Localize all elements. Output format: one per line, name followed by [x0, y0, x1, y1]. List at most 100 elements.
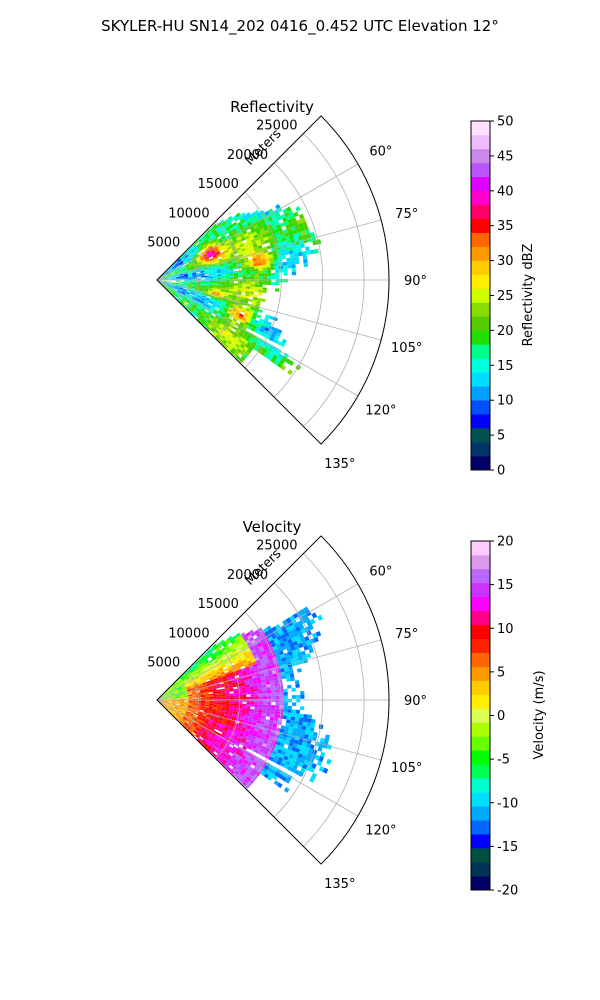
colorbar-segment — [471, 400, 490, 415]
colorbar-tick-label: 5 — [497, 429, 505, 444]
colorbar-tick-label: -10 — [497, 796, 518, 811]
figure-title: SKYLER-HU SN14_202 0416_0.452 UTC Elevat… — [101, 17, 499, 36]
colorbar-segment — [471, 288, 490, 303]
colorbar-tick-label: 35 — [497, 219, 514, 234]
colorbar-tick-label: -15 — [497, 840, 518, 855]
colorbar-segment — [471, 274, 490, 289]
velocity-colorbar-label: Velocity (m/s) — [532, 670, 547, 759]
colorbar-segment — [471, 372, 490, 387]
radial-tick-label: 20000 — [227, 148, 268, 163]
colorbar-segment — [471, 134, 490, 150]
colorbar-segment — [471, 848, 490, 863]
colorbar-segment — [471, 596, 490, 612]
colorbar-segment — [471, 330, 490, 345]
radial-tick-label: 15000 — [198, 177, 239, 192]
colorbar-segment — [471, 792, 490, 807]
colorbar-segment — [471, 121, 490, 136]
colorbar-segment — [471, 568, 490, 584]
radial-tick-label: 25000 — [256, 119, 297, 134]
colorbar-segment — [471, 638, 490, 653]
colorbar-segment — [471, 414, 490, 429]
colorbar-tick-label: 15 — [497, 359, 514, 374]
colorbar-segment — [471, 428, 490, 443]
colorbar-segment — [471, 246, 490, 261]
colorbar-segment — [471, 876, 490, 891]
azimuth-tick-label: 135° — [324, 877, 355, 892]
colorbar-tick-label: 30 — [497, 254, 514, 269]
colorbar-segment — [471, 862, 490, 877]
colorbar-segment — [471, 204, 490, 220]
colorbar-segment — [471, 764, 490, 779]
radial-tick-label: 5000 — [147, 236, 180, 251]
reflectivity-title: Reflectivity — [230, 98, 314, 116]
velocity-title: Velocity — [243, 518, 302, 536]
colorbar-segment — [471, 176, 490, 192]
colorbar-segment — [471, 778, 490, 793]
colorbar-segment — [471, 708, 490, 723]
azimuth-tick-label: 135° — [324, 457, 355, 472]
colorbar-segment — [471, 344, 490, 359]
colorbar-tick-label: 0 — [497, 464, 505, 479]
radial-tick-label: 15000 — [198, 597, 239, 612]
colorbar-tick-label: 45 — [497, 149, 514, 164]
colorbar-tick-label: 5 — [497, 665, 505, 680]
colorbar-tick-label: -20 — [497, 884, 518, 899]
reflectivity-field — [158, 204, 322, 376]
azimuth-tick-label: 105° — [391, 761, 422, 776]
colorbar-tick-label: 20 — [497, 324, 514, 339]
polar-grid — [156, 553, 389, 847]
radial-tick-label: 10000 — [168, 206, 209, 221]
colorbar-segment — [471, 148, 490, 164]
colorbar-segment — [471, 541, 490, 556]
colorbar-segment — [471, 218, 490, 233]
azimuth-tick-label: 120° — [365, 403, 396, 418]
colorbar-tick-label: 10 — [497, 394, 514, 409]
polar-grid — [156, 133, 389, 427]
azimuth-tick-label: 90° — [404, 274, 427, 289]
colorbar-segment — [471, 190, 490, 206]
radial-tick-label: 5000 — [147, 656, 180, 671]
colorbar-segment — [471, 820, 490, 835]
colorbar-segment — [471, 624, 490, 640]
colorbar-tick-label: 0 — [497, 709, 505, 724]
colorbar-segment — [471, 652, 490, 667]
colorbar-tick-label: 40 — [497, 184, 514, 199]
azimuth-tick-label: 105° — [391, 341, 422, 356]
colorbar-segment — [471, 750, 490, 765]
colorbar-tick-label: 20 — [497, 535, 514, 550]
reflectivity-panel: Reflectivity 500010000150002000025000Met… — [147, 98, 536, 479]
colorbar-segment — [471, 358, 490, 373]
radial-tick-label: 10000 — [168, 626, 209, 641]
colorbar-segment — [471, 806, 490, 821]
colorbar-tick-label: 15 — [497, 578, 514, 593]
colorbar-segment — [471, 554, 490, 570]
radial-tick-label: 20000 — [227, 568, 268, 583]
colorbar-segment — [471, 722, 490, 737]
colorbar-segment — [471, 386, 490, 401]
colorbar-tick-label: 50 — [497, 115, 514, 130]
azimuth-tick-label: 75° — [395, 627, 418, 642]
colorbar-segment — [471, 316, 490, 331]
azimuth-tick-label: 120° — [365, 823, 396, 838]
colorbar-segment — [471, 442, 490, 457]
colorbar-segment — [471, 232, 490, 247]
colorbar-segment — [471, 260, 490, 275]
colorbar-segment — [471, 610, 490, 626]
colorbar-segment — [471, 736, 490, 751]
colorbar-segment — [471, 456, 490, 471]
radial-tick-label: 25000 — [256, 539, 297, 554]
colorbar-tick-label: 25 — [497, 289, 514, 304]
colorbar-segment — [471, 582, 490, 598]
colorbar-segment — [471, 162, 490, 178]
colorbar-segment — [471, 694, 490, 709]
azimuth-tick-label: 75° — [395, 207, 418, 222]
reflectivity-colorbar-label: Reflectivity dBZ — [521, 244, 536, 347]
reflectivity-colorbar: 0 5 10 15 20 25 30 35 40 45 50 — [470, 115, 514, 479]
azimuth-tick-label: 90° — [404, 694, 427, 709]
colorbar-tick-label: 10 — [497, 622, 514, 637]
velocity-colorbar: -20 -15 -10 -5 0 5 10 15 20 — [470, 535, 518, 899]
azimuth-tick-label: 60° — [369, 565, 392, 580]
